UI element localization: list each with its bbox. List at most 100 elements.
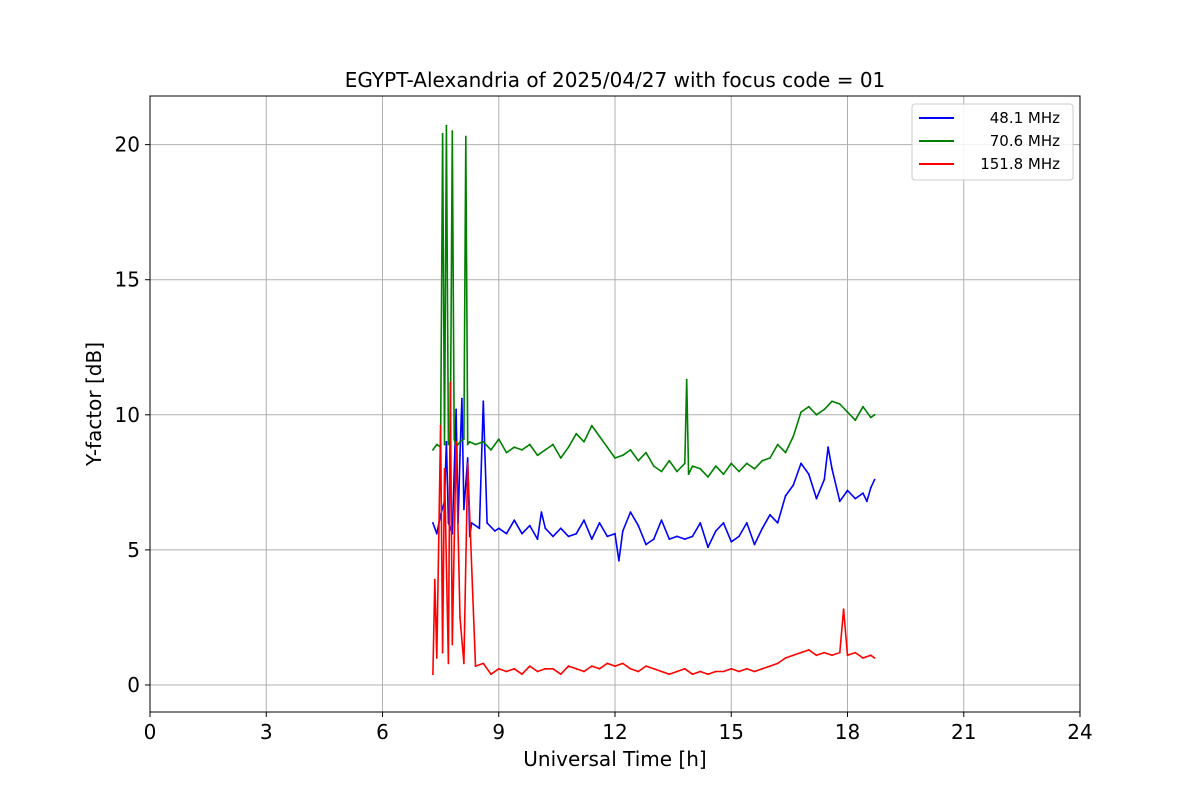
data-point xyxy=(490,449,492,451)
data-point xyxy=(800,411,802,413)
data-point xyxy=(447,443,450,446)
y-tick-label: 15 xyxy=(115,268,140,292)
data-point xyxy=(823,478,826,481)
data-point xyxy=(621,662,624,665)
data-point xyxy=(435,443,438,446)
data-point xyxy=(827,446,829,449)
data-point xyxy=(683,667,686,670)
data-point xyxy=(761,527,764,530)
data-point xyxy=(862,405,864,408)
data-point xyxy=(461,397,463,400)
x-tick-label: 12 xyxy=(602,720,627,744)
data-point xyxy=(660,670,663,673)
data-point xyxy=(536,454,539,457)
data-point xyxy=(490,673,492,676)
data-point xyxy=(614,457,616,459)
data-point xyxy=(862,492,864,495)
data-point xyxy=(528,443,531,446)
data-point xyxy=(846,654,849,657)
grid xyxy=(149,96,1081,712)
x-tick-label: 21 xyxy=(951,720,976,744)
data-point xyxy=(567,535,570,538)
data-point xyxy=(873,478,876,481)
data-point xyxy=(466,462,469,465)
data-point xyxy=(784,495,787,497)
data-point xyxy=(784,657,787,659)
data-point xyxy=(652,538,655,540)
data-point xyxy=(544,527,547,530)
data-point xyxy=(846,489,849,492)
data-point xyxy=(497,667,500,670)
data-point xyxy=(691,535,694,538)
data-point xyxy=(474,443,477,446)
data-point xyxy=(497,438,500,440)
data-point xyxy=(645,665,647,667)
data-point xyxy=(567,665,570,667)
x-tick-label: 3 xyxy=(260,720,273,744)
data-point xyxy=(590,665,593,667)
data-point xyxy=(463,662,465,665)
x-tick-label: 15 xyxy=(719,720,744,744)
data-point xyxy=(792,435,795,438)
data-point xyxy=(621,454,624,457)
data-point xyxy=(745,667,748,670)
data-point xyxy=(449,381,452,384)
data-point xyxy=(459,616,461,619)
data-point xyxy=(676,470,678,473)
data-point xyxy=(439,424,442,427)
data-point xyxy=(447,662,450,665)
data-point xyxy=(873,657,876,659)
data-point xyxy=(598,522,601,524)
data-point xyxy=(497,527,500,530)
data-point xyxy=(441,651,444,654)
data-point xyxy=(730,540,733,543)
data-point xyxy=(474,665,477,667)
data-point xyxy=(838,651,841,654)
data-point xyxy=(683,462,686,465)
data-point xyxy=(432,449,434,451)
data-point xyxy=(807,473,810,476)
data-point xyxy=(528,665,531,667)
legend-box xyxy=(911,103,1074,181)
data-point xyxy=(629,511,632,513)
data-point xyxy=(552,535,554,538)
data-point xyxy=(455,440,457,443)
data-point xyxy=(761,667,764,670)
data-point xyxy=(505,670,508,673)
data-point xyxy=(435,657,438,659)
data-point xyxy=(486,522,488,524)
data-point xyxy=(862,657,864,659)
data-point xyxy=(621,530,624,532)
data-point xyxy=(745,462,748,465)
data-point xyxy=(583,440,585,443)
data-point xyxy=(445,440,448,443)
data-point xyxy=(738,470,740,473)
data-point xyxy=(478,527,481,530)
data-point xyxy=(753,543,756,546)
data-point xyxy=(494,530,496,532)
data-point xyxy=(606,535,609,538)
data-point xyxy=(800,462,802,465)
y-tick-label: 10 xyxy=(115,403,140,427)
data-point xyxy=(854,497,857,500)
data-point xyxy=(652,465,655,467)
data-point xyxy=(629,449,632,451)
data-point xyxy=(823,651,826,654)
data-point xyxy=(869,654,872,657)
x-tick-label: 0 xyxy=(144,720,157,744)
data-point xyxy=(575,532,578,535)
data-point xyxy=(482,662,485,665)
data-point xyxy=(707,673,709,676)
x-axis-title: Universal Time [h] xyxy=(523,747,706,771)
data-point xyxy=(823,408,826,411)
data-point xyxy=(459,454,461,457)
data-point xyxy=(668,673,671,676)
data-point xyxy=(536,538,539,540)
chart-title: EGYPT-Alexandria of 2025/04/27 with focu… xyxy=(345,68,886,92)
data-point xyxy=(685,378,688,381)
data-point xyxy=(807,649,810,651)
data-point xyxy=(466,457,469,459)
data-point xyxy=(691,673,694,676)
data-point xyxy=(482,400,485,403)
